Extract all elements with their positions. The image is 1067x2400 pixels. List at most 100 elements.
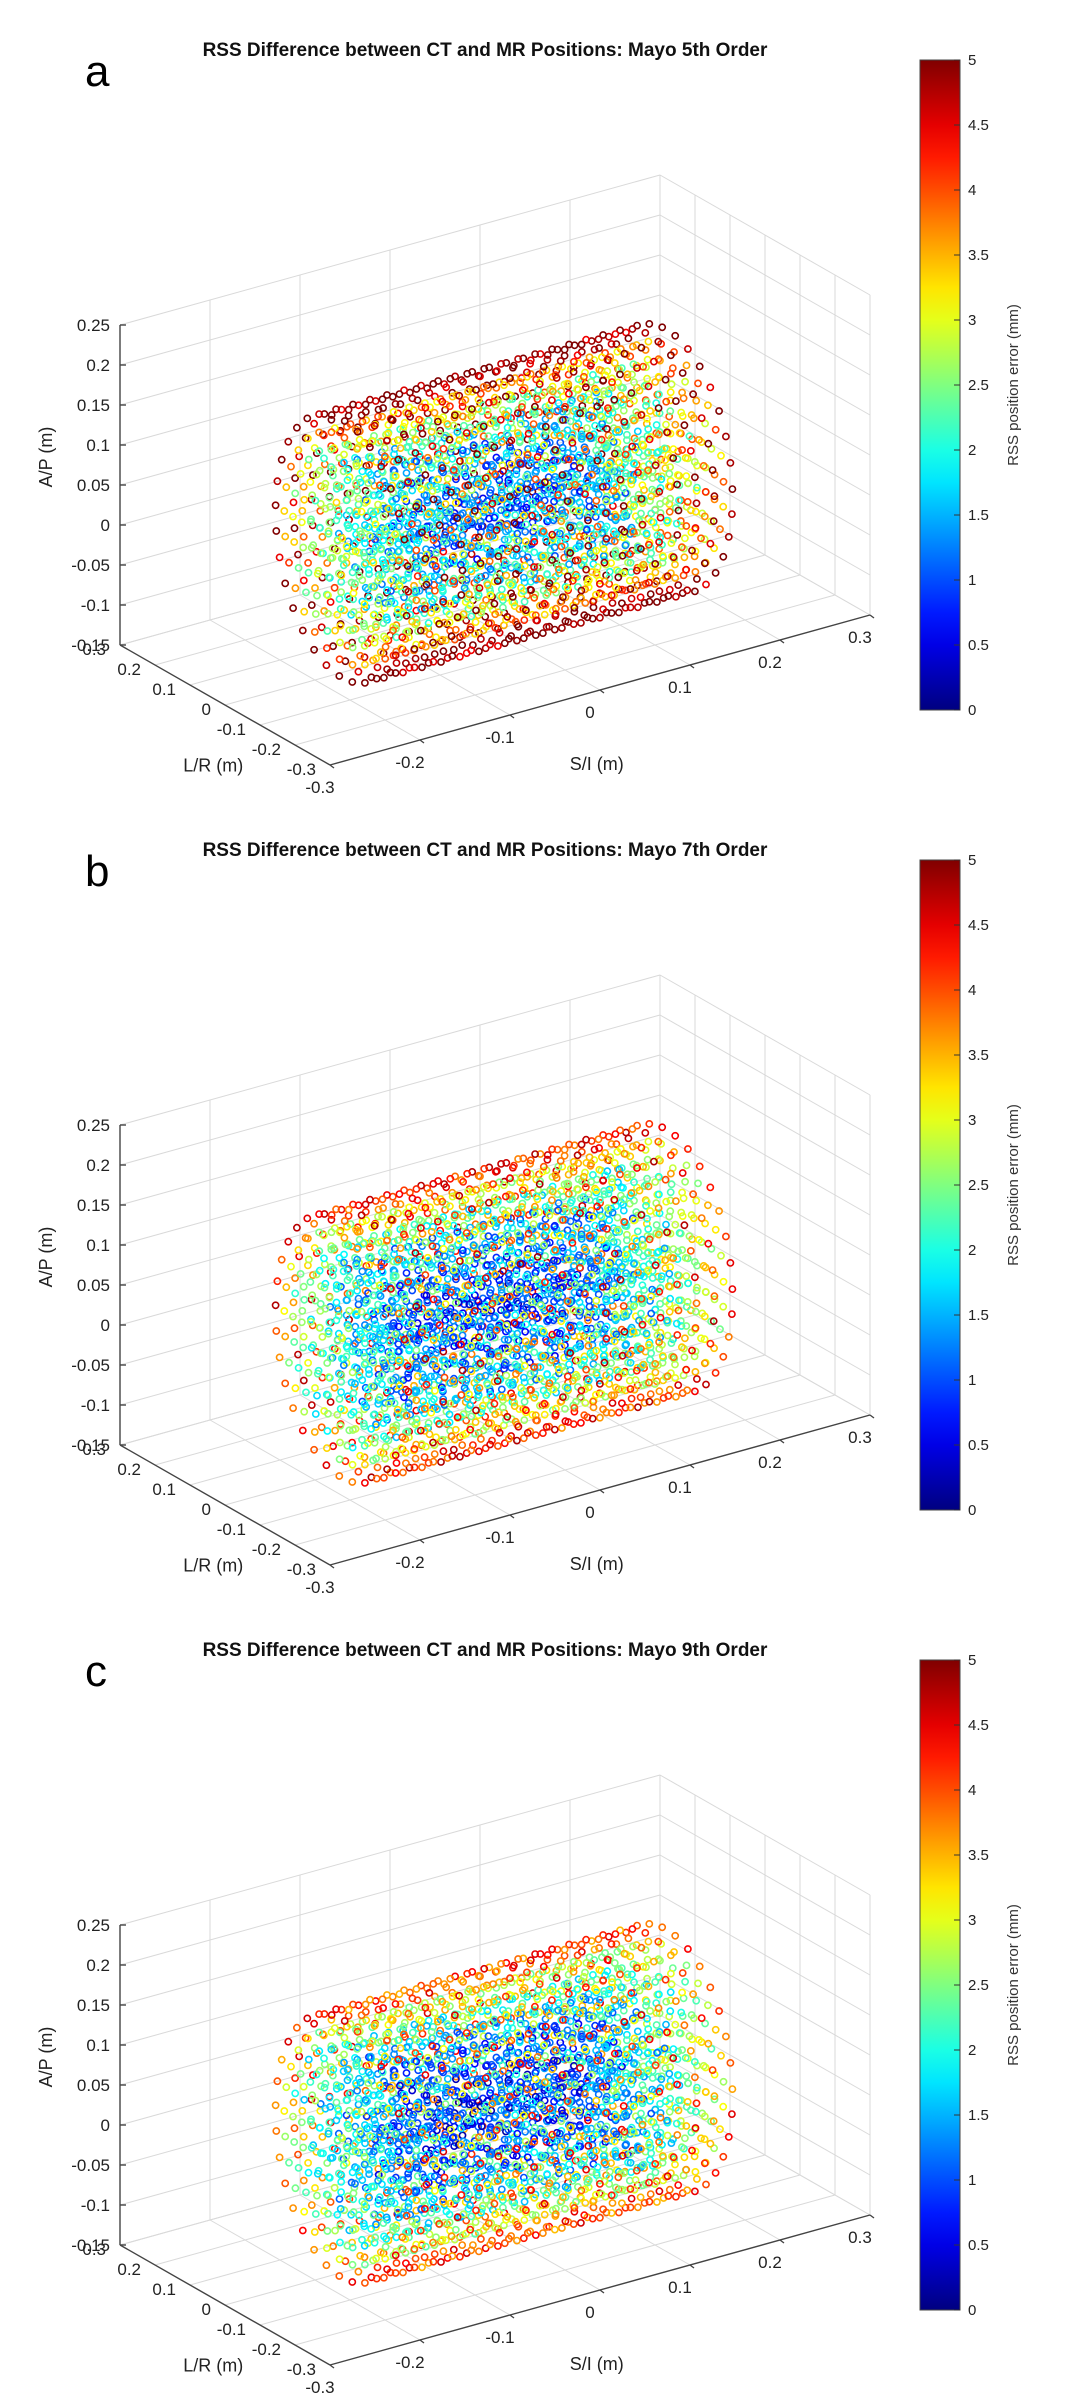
scatter-point xyxy=(458,531,467,540)
scatter-point xyxy=(671,1220,680,1229)
scatter-point xyxy=(704,401,712,410)
scatter-point xyxy=(647,517,656,526)
scatter-point xyxy=(603,472,611,481)
scatter-point xyxy=(481,612,490,621)
scatter-point xyxy=(376,492,385,500)
scatter-point xyxy=(687,528,696,537)
panel-label: b xyxy=(85,847,109,896)
scatter-point xyxy=(691,568,700,576)
scatter-point xyxy=(441,500,450,508)
scatter-point xyxy=(697,414,706,422)
scatter-point xyxy=(621,1250,630,1259)
scatter-point xyxy=(656,499,664,508)
grid-line xyxy=(659,1054,871,1176)
colorbar-tick-label: 4 xyxy=(968,182,976,199)
scatter-point xyxy=(645,435,654,444)
scatter-point xyxy=(438,1435,447,1444)
scatter-point xyxy=(318,1333,327,1341)
scatter-point xyxy=(458,412,467,421)
scatter-point xyxy=(574,507,583,515)
scatter-point xyxy=(602,1297,611,1306)
x-tick-mark xyxy=(599,689,605,694)
scatter-point xyxy=(408,1194,417,1203)
scatter-point xyxy=(437,483,446,492)
scatter-point xyxy=(401,649,410,657)
scatter-point xyxy=(271,501,280,510)
scatter-point xyxy=(573,385,582,393)
scatter-point xyxy=(343,520,352,529)
scatter-point xyxy=(675,496,683,505)
scatter-point xyxy=(315,466,324,475)
scatter-point xyxy=(700,1359,709,1368)
scatter-point xyxy=(536,350,545,358)
scatter-point xyxy=(303,1214,312,1223)
scatter-point xyxy=(531,1202,539,1211)
scatter-point xyxy=(607,1140,616,1148)
scatter-point xyxy=(663,572,672,581)
scatter-point xyxy=(345,489,354,498)
scatter-point xyxy=(700,1312,709,1321)
scatter-point xyxy=(584,1334,592,1343)
scatter-point xyxy=(702,1380,710,1389)
scatter-point xyxy=(687,411,696,419)
scatter-point xyxy=(642,529,651,538)
scatter-point xyxy=(603,424,611,433)
scatter-point xyxy=(645,578,653,587)
scatter-point xyxy=(377,458,386,467)
scatter-point xyxy=(410,663,419,672)
scatter-point xyxy=(311,1410,320,1418)
scatter-point xyxy=(404,409,413,418)
scatter-point xyxy=(563,1384,572,1392)
scatter-point xyxy=(567,496,575,505)
scatter-point xyxy=(445,1324,454,1333)
scatter-point xyxy=(559,392,568,401)
scatter-point xyxy=(394,522,403,531)
scatter-point xyxy=(462,433,470,442)
scatter-point xyxy=(304,1359,312,1367)
scatter-point xyxy=(623,370,632,379)
scatter-point xyxy=(628,325,637,333)
scatter-point xyxy=(719,1277,728,1286)
scatter-point xyxy=(571,480,579,489)
scatter-point xyxy=(669,1245,678,1253)
scatter-point xyxy=(678,388,686,397)
x-tick-label: 0.2 xyxy=(758,653,782,672)
scatter-point xyxy=(320,1210,329,1218)
scatter-point xyxy=(522,472,530,481)
scatter-point xyxy=(711,425,720,434)
scatter-point xyxy=(482,1262,490,1270)
scatter-point xyxy=(686,446,695,455)
scatter-point xyxy=(623,436,631,445)
scatter-point xyxy=(704,1239,713,1248)
scatter-point xyxy=(394,436,403,444)
scatter-point xyxy=(479,432,488,441)
scatter-point xyxy=(484,1211,492,1219)
scatter-point xyxy=(577,430,586,439)
scatter-point xyxy=(665,1269,674,1278)
scatter-point xyxy=(486,1219,495,1228)
scatter-point xyxy=(619,502,628,510)
scatter-point xyxy=(554,406,562,415)
scatter-point xyxy=(458,490,466,498)
scatter-point xyxy=(325,493,334,502)
scatter-point xyxy=(411,449,420,457)
scatter-point xyxy=(695,435,703,444)
scatter-point xyxy=(495,1276,504,1285)
scatter-point xyxy=(627,1323,636,1332)
scatter-point xyxy=(636,1393,645,1402)
scatter-point xyxy=(651,568,660,577)
scatter-point xyxy=(428,442,437,451)
scatter-point xyxy=(370,547,378,556)
scatter-point xyxy=(643,1155,652,1164)
scatter-point xyxy=(458,1246,467,1255)
scatter-point xyxy=(644,337,653,346)
scatter-point xyxy=(327,445,336,454)
scatter-point xyxy=(717,1251,725,1260)
scatter-point xyxy=(549,485,558,494)
scatter-point xyxy=(693,1283,701,1292)
scatter-point xyxy=(596,411,605,420)
scatter-point xyxy=(648,466,657,475)
scatter-point xyxy=(526,359,534,368)
scatter-point xyxy=(685,432,694,441)
scatter-point xyxy=(600,1190,609,1199)
